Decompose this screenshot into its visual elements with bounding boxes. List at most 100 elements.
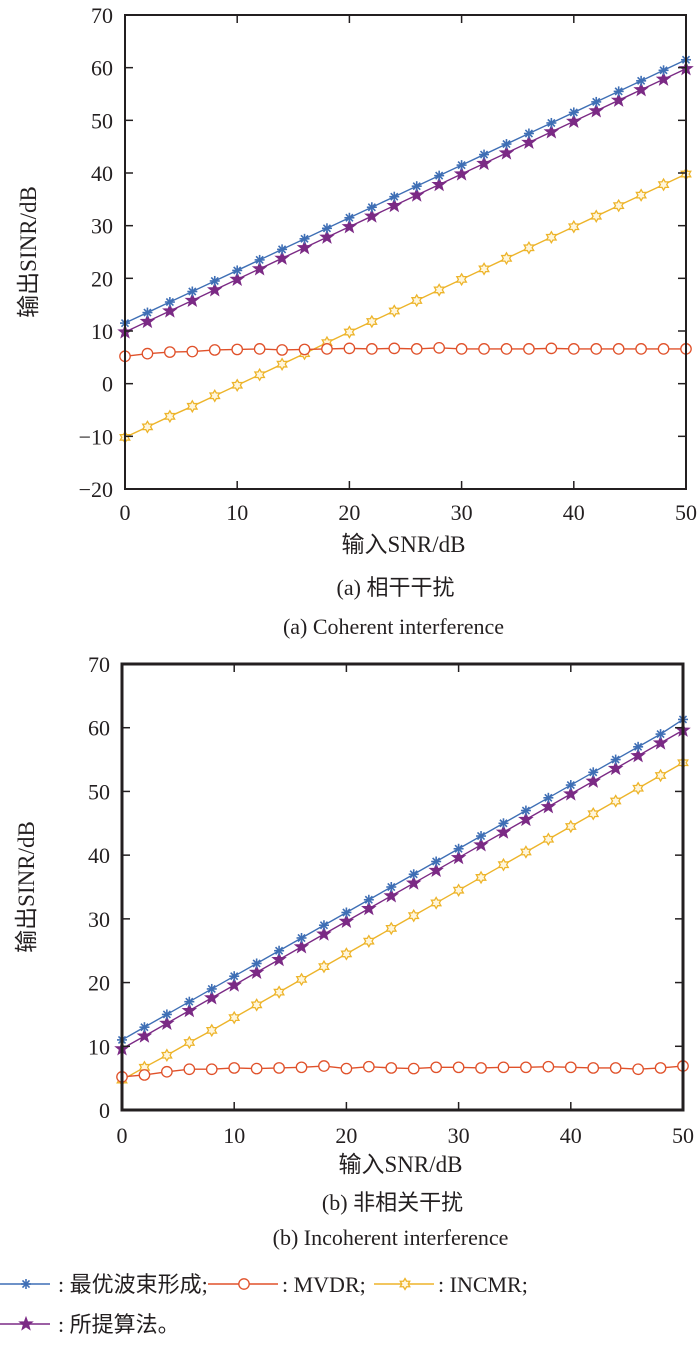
caption-cn-b: (b) 非相关干扰: [322, 1190, 463, 1215]
data-point: [365, 343, 378, 355]
data-point: [478, 262, 490, 276]
y-tick-label: 40: [91, 161, 113, 186]
data-point: [563, 785, 579, 801]
y-tick-label: 40: [88, 843, 110, 868]
series-hexagram: [119, 167, 692, 445]
data-point: [476, 155, 492, 171]
data-point: [498, 144, 515, 160]
data-point: [361, 900, 377, 916]
legend-swatch-incmr: [374, 1277, 434, 1291]
series-line: [124, 68, 687, 333]
data-point: [476, 831, 487, 842]
y-tick-label: 10: [88, 1034, 110, 1059]
data-point: [635, 343, 647, 355]
legend-swatch-optimal: [0, 1279, 50, 1289]
data-point: [479, 149, 490, 160]
y-tick-label: 60: [88, 716, 110, 741]
data-point: [316, 925, 332, 941]
data-point: [248, 964, 265, 979]
legend-marker: [21, 1279, 31, 1289]
x-axis-title-a: 输入SNR/dB: [342, 532, 466, 557]
legend-item-mvdr: : MVDR;: [208, 1272, 366, 1297]
x-tick-label: 20: [335, 1123, 357, 1148]
data-point: [184, 996, 195, 1007]
data-point: [295, 1061, 308, 1074]
data-point: [250, 1062, 263, 1075]
x-tick-label: 50: [672, 1123, 694, 1148]
data-point: [405, 875, 422, 890]
data-point: [568, 107, 579, 118]
data-point: [523, 343, 535, 355]
data-point: [250, 998, 263, 1012]
x-tick-label: 10: [223, 1123, 245, 1148]
ticks-b: 0 10 20 30 40 50 0 10 20 30 40 50 60 70: [88, 652, 694, 1148]
y-tick-label: 60: [91, 56, 113, 81]
data-point: [253, 343, 266, 355]
data-point: [407, 908, 420, 923]
data-point: [612, 343, 625, 355]
data-point: [164, 346, 176, 358]
data-point: [523, 241, 535, 255]
caption-en-b: (b) Incoherent interference: [273, 1225, 509, 1250]
data-point: [295, 972, 308, 987]
data-point: [205, 1023, 218, 1038]
x-axis-title-b: 输入SNR/dB: [339, 1152, 463, 1177]
data-point: [410, 293, 423, 308]
data-point: [590, 343, 603, 355]
data-point: [546, 117, 557, 128]
data-point: [389, 191, 400, 202]
data-point: [362, 934, 375, 948]
data-point: [587, 806, 600, 821]
legend-swatch-mvdr: [208, 1278, 278, 1290]
data-point: [161, 1009, 172, 1020]
data-point: [543, 792, 554, 803]
series-asterisk: [117, 714, 688, 1045]
y-tick-label: 20: [88, 971, 110, 996]
data-point: [520, 845, 532, 859]
data-point: [540, 798, 557, 814]
data-point: [183, 1063, 196, 1076]
x-tick-label: 30: [448, 1123, 470, 1148]
data-point: [545, 342, 558, 355]
legend-marker: [399, 1277, 411, 1291]
data-point: [585, 773, 602, 788]
legend-label-incmr: : INCMR;: [438, 1272, 528, 1297]
data-point: [542, 1060, 555, 1073]
data-point: [588, 767, 599, 778]
y-tick-label: 50: [91, 108, 113, 133]
data-point: [164, 409, 176, 424]
data-point: [475, 1062, 487, 1074]
data-point: [564, 1061, 577, 1074]
data-point: [277, 244, 288, 255]
plot-area-b: [114, 714, 691, 1087]
data-point: [208, 388, 221, 403]
data-point: [141, 420, 154, 434]
data-point: [273, 985, 285, 999]
axes-frame-b: [120, 662, 685, 1112]
y-tick-label: 20: [91, 266, 113, 291]
legend-swatch-proposed: [0, 1315, 50, 1331]
ticks-a: 0 10 20 30 40 50 −20 −10 0 10 20 30 40 50 60 70: [79, 3, 697, 525]
data-point: [209, 275, 220, 286]
data-point: [607, 760, 624, 776]
series-circle: [119, 342, 692, 363]
x-tick-label: 10: [226, 500, 248, 525]
data-point: [545, 230, 558, 245]
data-point: [450, 849, 467, 865]
data-point: [229, 271, 245, 286]
y-axis-title-b: 输出SINR/dB: [14, 821, 39, 953]
x-tick-label: 20: [338, 500, 360, 525]
data-point: [636, 75, 647, 86]
data-point: [139, 1022, 150, 1033]
data-point: [654, 768, 667, 783]
data-point: [321, 223, 332, 234]
y-tick-label: 0: [102, 372, 113, 397]
data-point: [453, 165, 470, 181]
data-point: [501, 139, 512, 150]
y-tick-label: 0: [99, 1098, 110, 1123]
legend-marker: [238, 1278, 250, 1290]
axes-frame-a: [124, 14, 687, 490]
data-point: [343, 325, 356, 339]
data-point: [271, 951, 287, 967]
data-point: [652, 734, 669, 750]
